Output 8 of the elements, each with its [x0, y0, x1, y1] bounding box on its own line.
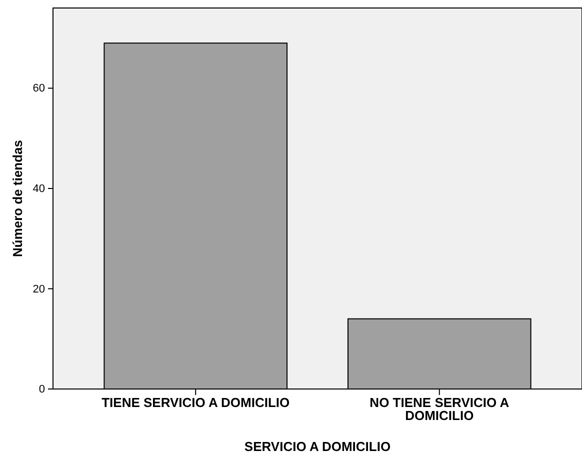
x-tick-label: NO TIENE SERVICIO A DOMICILIO	[370, 395, 510, 424]
y-axis-title: Número de tiendas	[10, 140, 25, 258]
y-tick-label: 60	[32, 82, 45, 95]
y-tick-label: 20	[32, 283, 45, 296]
x-tick-label: TIENE SERVICIO A DOMICILIO	[102, 395, 290, 410]
y-tick-label: 40	[32, 182, 45, 195]
y-tick-label: 0	[38, 384, 45, 396]
x-axis-title: SERVICIO A DOMICILIO	[244, 439, 391, 454]
